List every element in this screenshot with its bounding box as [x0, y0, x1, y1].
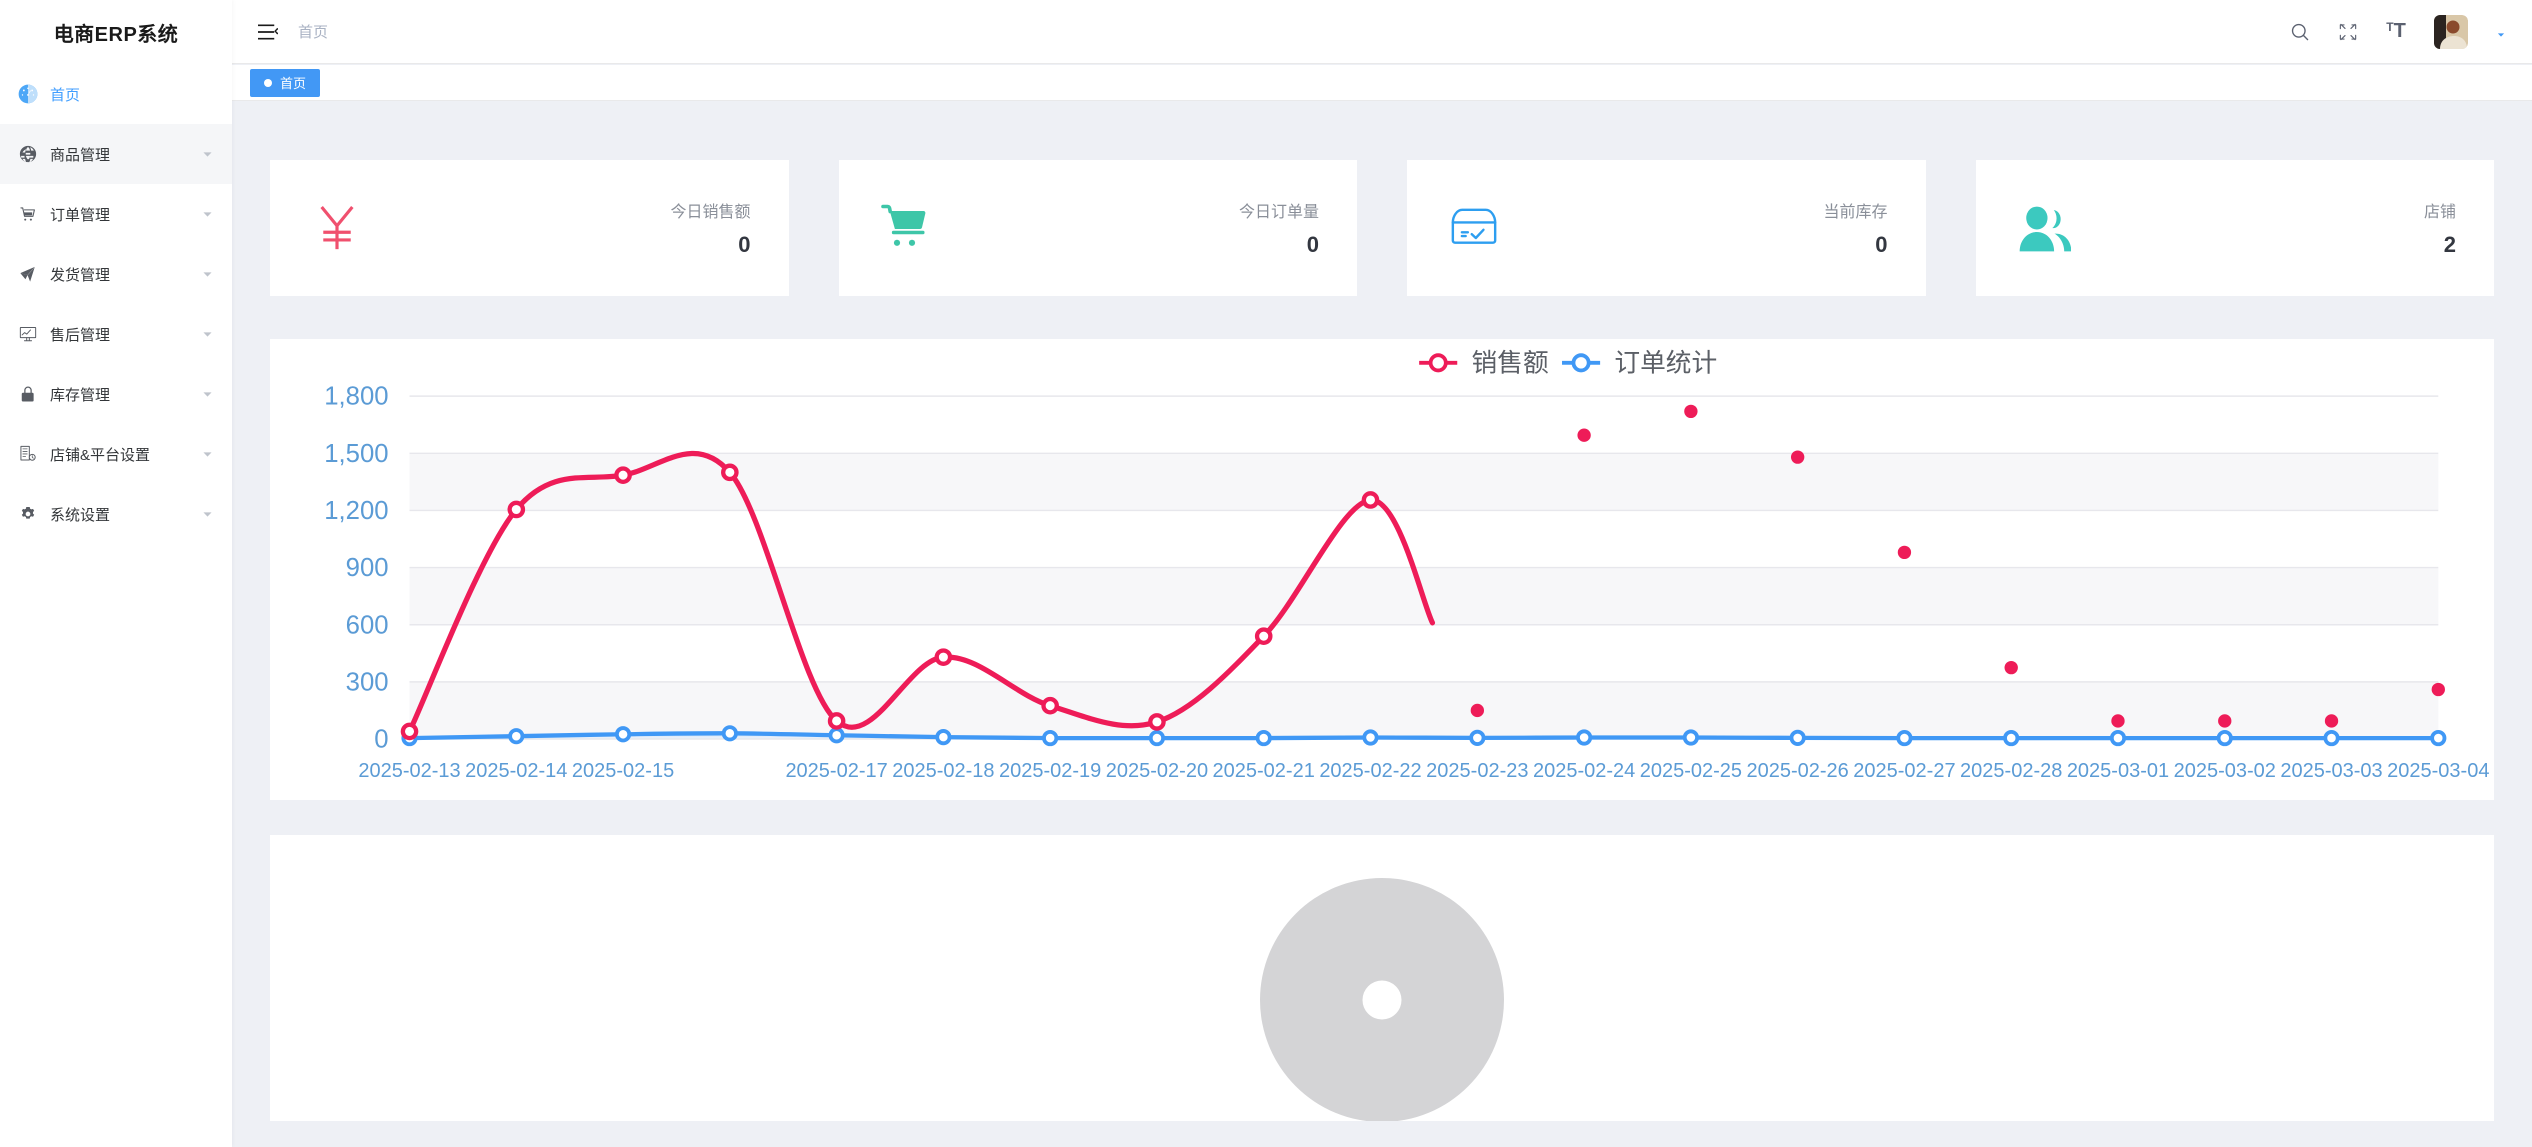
svg-text:2025-02-27: 2025-02-27 — [1853, 760, 1955, 782]
svg-text:300: 300 — [346, 668, 389, 696]
svg-text:900: 900 — [346, 554, 389, 582]
svg-text:2025-02-25: 2025-02-25 — [1640, 760, 1742, 782]
svg-text:2025-02-24: 2025-02-24 — [1533, 760, 1635, 782]
svg-text:2025-02-23: 2025-02-23 — [1426, 760, 1528, 782]
svg-text:2025-02-20: 2025-02-20 — [1106, 760, 1208, 782]
svg-text:2025-02-18: 2025-02-18 — [892, 760, 994, 782]
svg-text:2025-02-15: 2025-02-15 — [572, 760, 674, 782]
svg-text:2025-02-13: 2025-02-13 — [358, 760, 460, 782]
svg-text:1,500: 1,500 — [324, 440, 388, 468]
svg-text:2025-02-28: 2025-02-28 — [1960, 760, 2062, 782]
svg-text:600: 600 — [346, 611, 389, 639]
svg-text:2025-03-03: 2025-03-03 — [2280, 760, 2382, 782]
svg-text:2025-02-14: 2025-02-14 — [465, 760, 567, 782]
svg-text:2025-02-21: 2025-02-21 — [1213, 760, 1315, 782]
svg-text:2025-02-19: 2025-02-19 — [999, 760, 1101, 782]
svg-text:0: 0 — [374, 726, 388, 754]
svg-text:2025-02-17: 2025-02-17 — [785, 760, 887, 782]
svg-text:订单统计: 订单统计 — [1614, 348, 1717, 377]
svg-text:2025-03-04: 2025-03-04 — [2387, 760, 2489, 782]
svg-text:2025-02-22: 2025-02-22 — [1319, 760, 1421, 782]
svg-text:2025-03-02: 2025-03-02 — [2174, 760, 2276, 782]
svg-text:2025-03-01: 2025-03-01 — [2067, 760, 2169, 782]
svg-text:1,800: 1,800 — [324, 383, 388, 411]
svg-text:1,200: 1,200 — [324, 497, 388, 525]
svg-text:销售额: 销售额 — [1472, 348, 1549, 377]
svg-text:2025-02-26: 2025-02-26 — [1747, 760, 1849, 782]
